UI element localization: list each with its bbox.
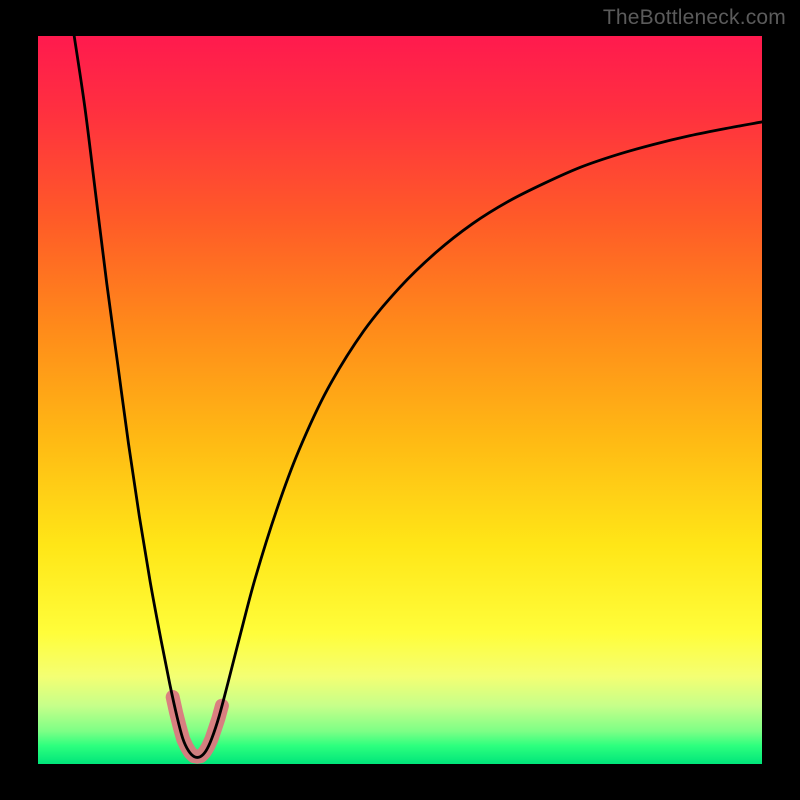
watermark-text: TheBottleneck.com xyxy=(603,6,786,30)
plot-svg xyxy=(38,36,762,764)
bottleneck-curve xyxy=(74,36,762,757)
bottleneck-plot xyxy=(38,36,762,764)
chart-frame: TheBottleneck.com xyxy=(0,0,800,800)
